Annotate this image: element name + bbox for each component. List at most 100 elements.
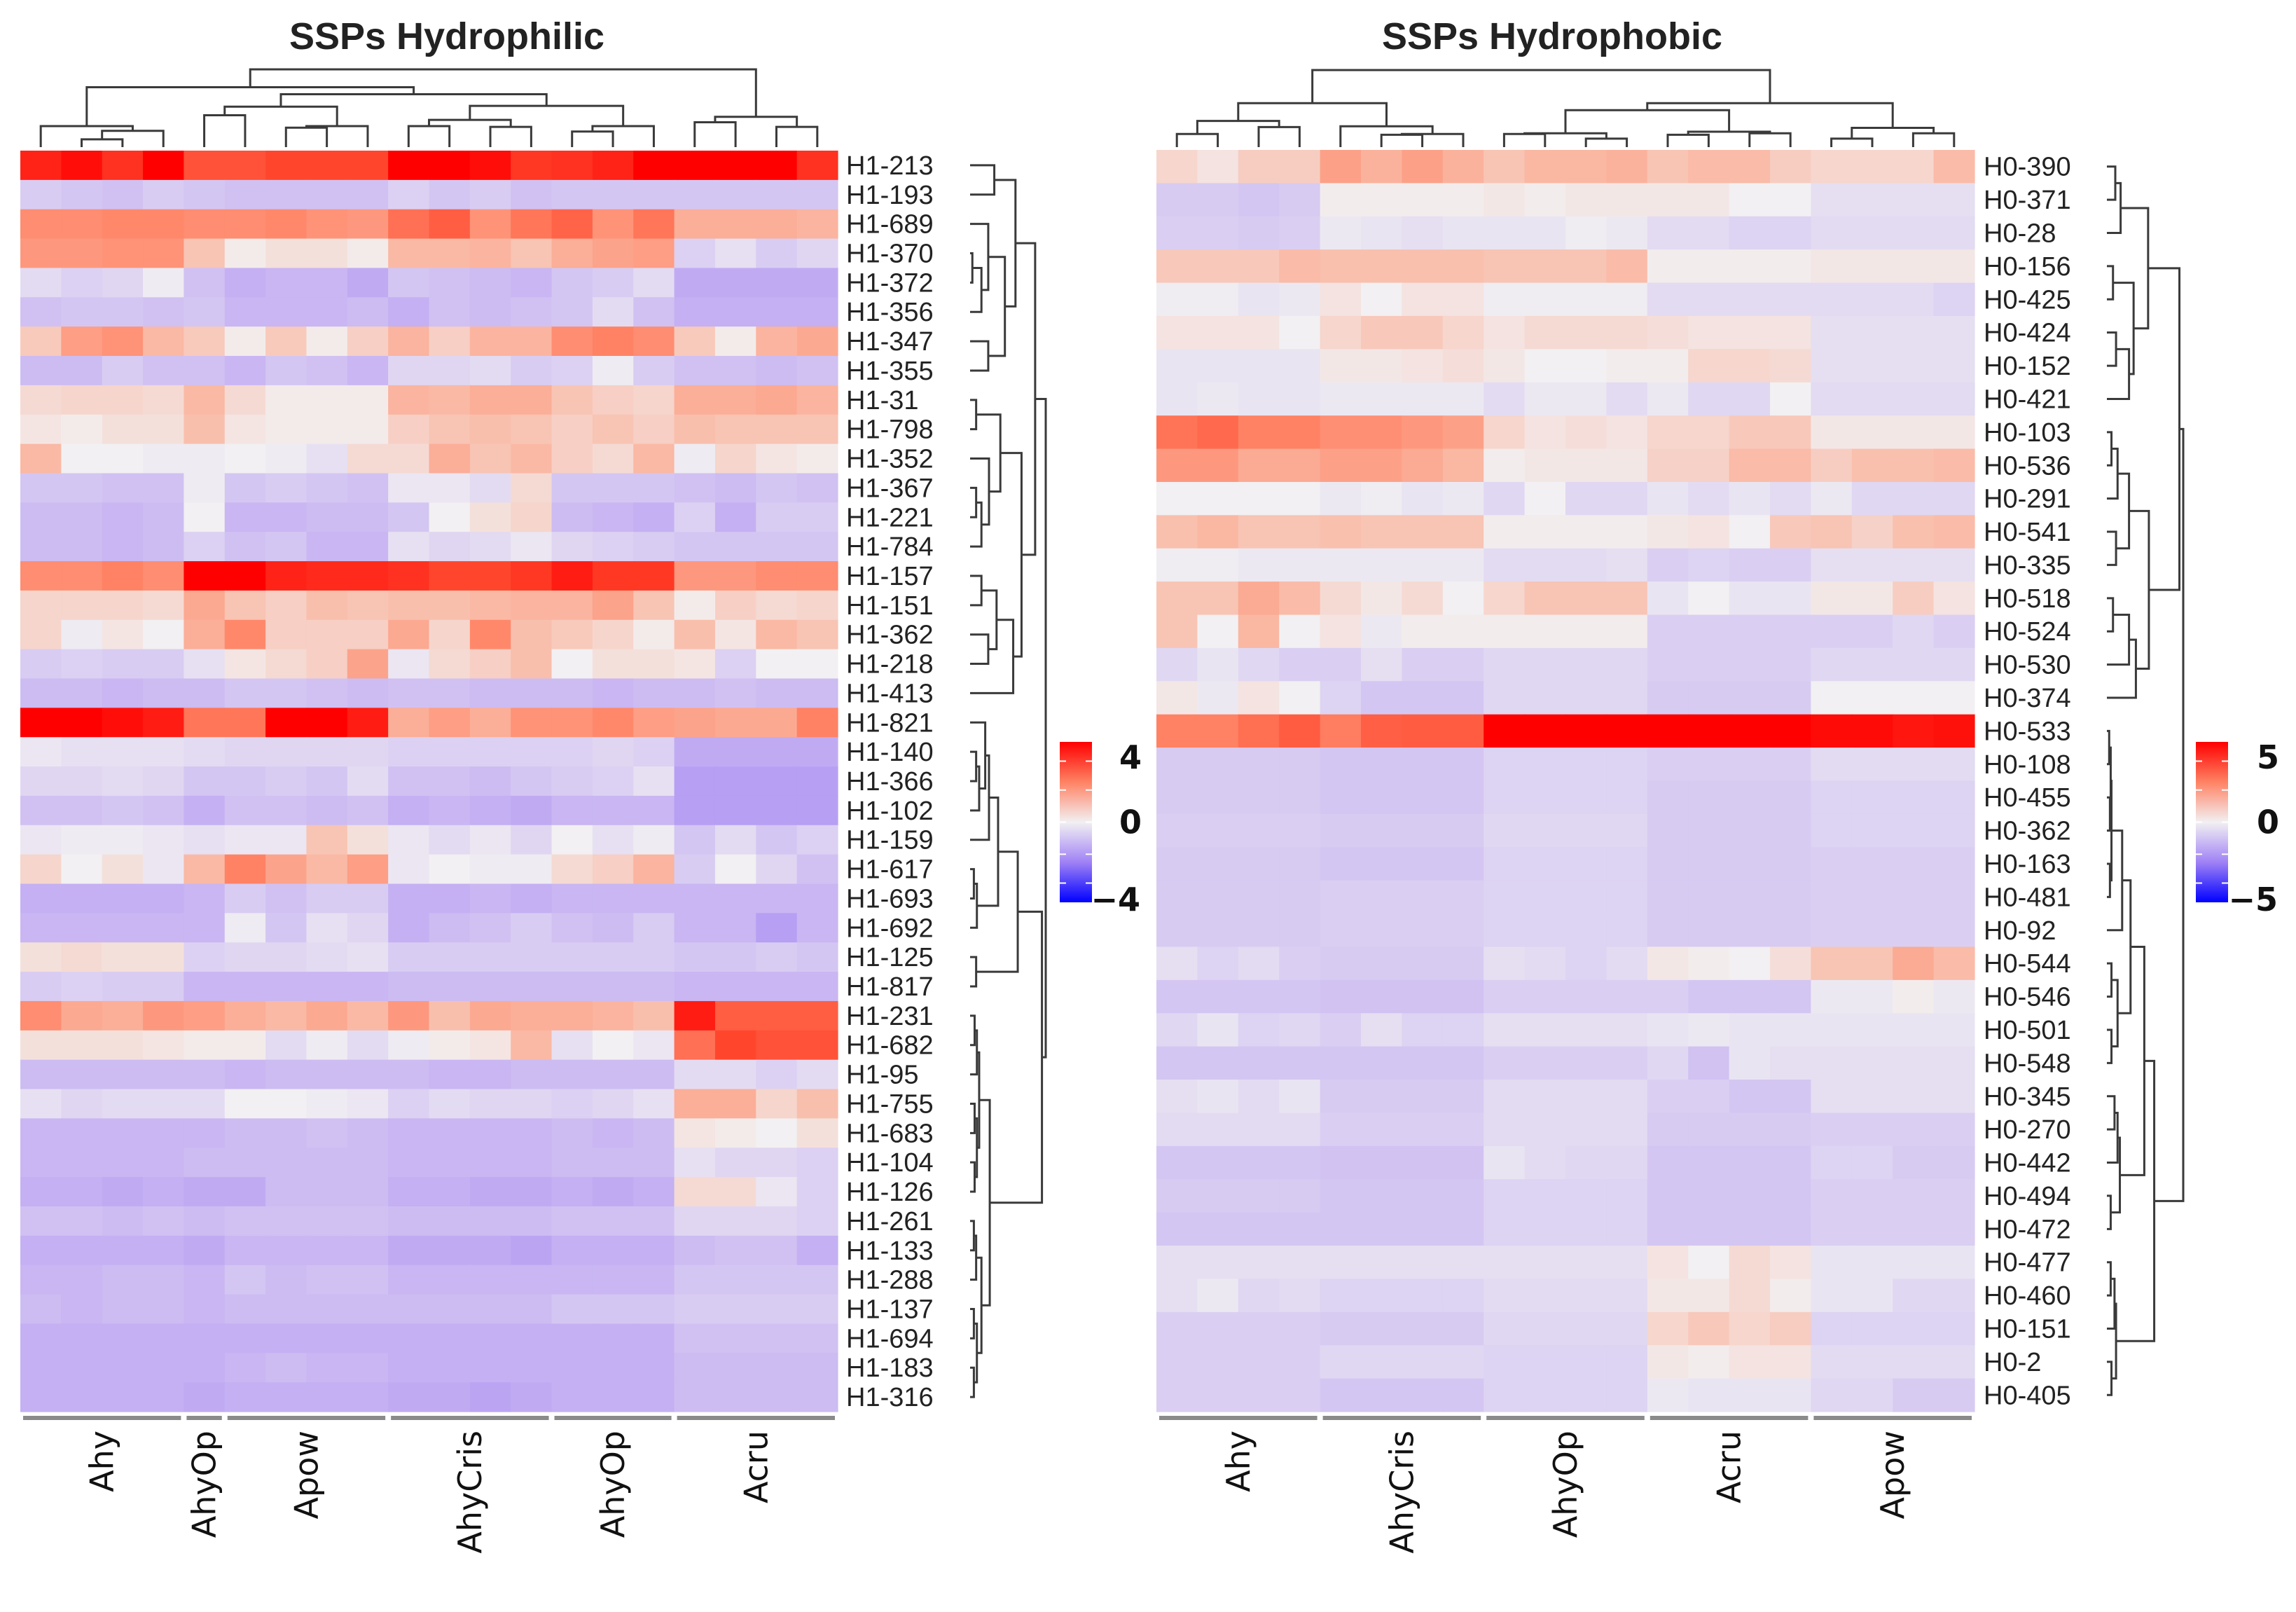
heatmap-cell xyxy=(306,1030,348,1061)
heatmap-cell xyxy=(1524,979,1566,1014)
heatmap-cell xyxy=(1197,847,1239,881)
legend-tick-label: −4 xyxy=(1091,881,1140,918)
heatmap-cell xyxy=(756,179,798,210)
heatmap-cell xyxy=(1361,946,1402,981)
row-label: H1-355 xyxy=(846,357,934,386)
row-label: H0-421 xyxy=(1984,385,2071,415)
heatmap-cell xyxy=(674,151,716,181)
heatmap-cell xyxy=(102,414,144,445)
heatmap-cell xyxy=(633,825,675,855)
heatmap-cell xyxy=(511,795,553,826)
dendrogram-branch xyxy=(976,797,1000,907)
heatmap-cell xyxy=(1647,415,1689,450)
dendrogram-branch xyxy=(469,104,625,127)
heatmap-cell xyxy=(1156,515,1198,549)
dendrogram-branch xyxy=(2107,265,2115,301)
heatmap-cell xyxy=(633,1265,675,1295)
heatmap-cell xyxy=(674,854,716,885)
heatmap-cell xyxy=(1361,548,1402,582)
heatmap-cell xyxy=(756,1089,798,1119)
heatmap-cell xyxy=(184,385,226,415)
heatmap-cell xyxy=(224,151,266,181)
heatmap-cell xyxy=(184,1294,226,1325)
heatmap-cell xyxy=(1647,1080,1689,1114)
heatmap-cell xyxy=(1933,813,1975,848)
heatmap-cell xyxy=(1811,581,1853,616)
heatmap-cell xyxy=(224,795,266,826)
heatmap-cell xyxy=(1811,946,1853,981)
heatmap-cell xyxy=(184,1353,226,1383)
heatmap-cell xyxy=(224,1148,266,1178)
heatmap-cell xyxy=(1647,914,1689,948)
heatmap-cell xyxy=(102,854,144,885)
heatmap-cell xyxy=(20,297,62,327)
heatmap-cell xyxy=(20,766,62,797)
heatmap-cell xyxy=(756,649,798,680)
heatmap-cell xyxy=(1688,1080,1730,1114)
heatmap-cell xyxy=(796,1148,838,1178)
heatmap-cell xyxy=(1688,1246,1730,1280)
heatmap-cell xyxy=(184,825,226,855)
heatmap-cell xyxy=(1197,249,1239,284)
heatmap-cell xyxy=(1565,681,1607,715)
row-label: H0-477 xyxy=(1984,1248,2071,1278)
heatmap-cell xyxy=(347,825,389,855)
heatmap-cell xyxy=(102,209,144,240)
heatmap-cell xyxy=(388,238,430,269)
heatmap-cell xyxy=(1238,1279,1280,1313)
column-group-label: Ahy xyxy=(83,1431,121,1492)
heatmap-cell xyxy=(20,649,62,680)
heatmap-cell xyxy=(714,737,756,767)
heatmap-cell xyxy=(388,297,430,327)
heatmap-cell xyxy=(102,151,144,181)
heatmap-cell xyxy=(1893,481,1935,516)
heatmap-cell xyxy=(551,1118,593,1148)
heatmap-cell xyxy=(1770,448,1811,483)
heatmap-cell xyxy=(633,561,675,591)
heatmap-cell xyxy=(714,297,756,327)
dendrogram-branch xyxy=(2107,1360,2113,1396)
heatmap-cell xyxy=(1565,515,1607,549)
heatmap-cell xyxy=(633,502,675,532)
heatmap-cell xyxy=(1361,349,1402,383)
heatmap-cell xyxy=(1156,647,1198,682)
heatmap-cell xyxy=(1279,1080,1321,1114)
heatmap-cell xyxy=(306,649,348,680)
heatmap-cell xyxy=(429,1030,471,1061)
heatmap-cell xyxy=(20,795,62,826)
heatmap-cell xyxy=(143,972,184,1002)
heatmap-cell xyxy=(1402,681,1444,715)
heatmap-cell xyxy=(347,1382,389,1412)
heatmap-cell xyxy=(1565,1179,1607,1213)
heatmap-cell xyxy=(1811,780,1853,815)
heatmap-cell xyxy=(674,1089,716,1119)
heatmap-cell xyxy=(1647,1246,1689,1280)
heatmap-cell xyxy=(469,737,511,767)
heatmap-cell xyxy=(592,1059,634,1090)
heatmap-cell xyxy=(143,883,184,914)
heatmap-cell xyxy=(1197,914,1239,948)
heatmap-cell xyxy=(592,297,634,327)
heatmap-cell xyxy=(714,1030,756,1061)
heatmap-cell xyxy=(265,708,307,738)
heatmap-cell xyxy=(20,532,62,562)
dendrogram-branch xyxy=(2148,267,2181,591)
heatmap-cell xyxy=(1238,1311,1280,1346)
heatmap-cell xyxy=(633,737,675,767)
row-label: H0-481 xyxy=(1984,883,2071,912)
heatmap-cell xyxy=(1565,1145,1607,1180)
heatmap-cell xyxy=(20,443,62,474)
heatmap-cell xyxy=(265,649,307,680)
heatmap-cell xyxy=(1484,1013,1526,1047)
heatmap-cell xyxy=(1197,415,1239,450)
heatmap-cell xyxy=(511,1323,553,1353)
heatmap-cell xyxy=(306,1382,348,1412)
heatmap-cell xyxy=(184,913,226,943)
row-label: H1-693 xyxy=(846,884,934,914)
heatmap-cell xyxy=(756,385,798,415)
heatmap-cell xyxy=(265,1000,307,1031)
heatmap-cell xyxy=(1402,548,1444,582)
heatmap-cell xyxy=(1565,1046,1607,1080)
heatmap-cell xyxy=(1770,581,1811,616)
heatmap-cell xyxy=(1688,150,1730,184)
